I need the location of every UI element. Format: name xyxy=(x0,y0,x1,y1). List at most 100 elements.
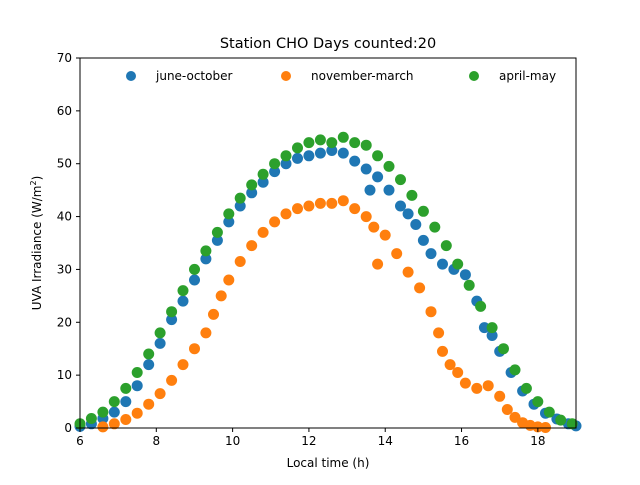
points-layer xyxy=(74,131,582,433)
point-april-may-27 xyxy=(383,160,395,172)
legend-marker-november-march xyxy=(281,71,291,81)
point-april-may-42 xyxy=(555,414,567,426)
point-november-march-38 xyxy=(482,380,494,392)
point-november-march-26 xyxy=(372,258,384,270)
point-november-march-19 xyxy=(303,200,315,212)
point-april-may-35 xyxy=(475,300,487,312)
point-april-may-10 xyxy=(189,263,200,275)
point-november-march-4 xyxy=(143,398,155,410)
point-november-march-13 xyxy=(234,256,246,267)
y-tick-label-7: 70 xyxy=(57,51,72,65)
point-june-october-28 xyxy=(383,184,395,196)
point-november-march-1 xyxy=(108,418,120,430)
point-june-october-27 xyxy=(372,171,384,183)
point-april-may-20 xyxy=(303,137,315,149)
point-november-march-36 xyxy=(459,377,471,389)
point-november-march-35 xyxy=(452,367,464,378)
point-april-may-41 xyxy=(543,406,555,418)
point-november-march-28 xyxy=(391,248,403,260)
chart-title: Station CHO Days counted:20 xyxy=(220,36,436,52)
y-tick-label-0: 0 xyxy=(64,421,72,435)
legend-label-november-march: november-march xyxy=(311,69,414,83)
point-november-march-24 xyxy=(360,211,372,223)
point-november-march-22 xyxy=(337,195,349,207)
y-tick-label-5: 50 xyxy=(57,157,72,171)
point-april-may-14 xyxy=(234,192,246,204)
point-november-march-27 xyxy=(379,229,391,241)
x-tick-label-0: 6 xyxy=(76,434,84,448)
x-tick-label-3: 12 xyxy=(301,434,316,448)
y-axis-label-main: UVA Irradiance (W/m xyxy=(30,186,44,311)
point-november-march-16 xyxy=(269,216,281,228)
point-november-march-15 xyxy=(257,226,269,238)
point-june-october-13 xyxy=(223,216,235,228)
point-april-may-25 xyxy=(360,139,372,151)
point-june-october-22 xyxy=(326,145,338,156)
y-axis: 0 10 20 30 40 50 60 70 xyxy=(57,51,80,435)
point-june-october-7 xyxy=(154,337,166,349)
y-tick-label-2: 20 xyxy=(57,315,72,329)
point-june-october-32 xyxy=(417,234,429,246)
point-april-may-7 xyxy=(154,327,166,339)
point-june-october-8 xyxy=(166,314,178,326)
point-november-march-33 xyxy=(437,345,448,357)
point-april-may-13 xyxy=(223,208,235,220)
point-june-october-9 xyxy=(177,295,189,307)
point-june-october-38 xyxy=(478,322,490,334)
legend: june-october november-march april-may xyxy=(126,69,556,83)
point-november-march-31 xyxy=(425,306,437,318)
point-june-october-20 xyxy=(303,150,315,162)
point-november-march-10 xyxy=(208,308,219,320)
point-april-may-6 xyxy=(143,348,155,360)
point-april-may-22 xyxy=(326,137,338,149)
point-april-may-32 xyxy=(440,240,452,252)
x-axis-label: Local time (h) xyxy=(287,456,370,470)
point-november-march-12 xyxy=(223,274,235,286)
point-june-october-29 xyxy=(395,200,406,212)
point-april-may-2 xyxy=(97,406,109,418)
y-tick-label-1: 10 xyxy=(57,368,72,382)
point-november-march-21 xyxy=(326,197,338,209)
point-april-may-3 xyxy=(108,396,120,408)
point-june-october-12 xyxy=(211,234,223,246)
point-june-october-17 xyxy=(269,166,281,178)
point-november-march-7 xyxy=(177,359,189,371)
point-june-october-14 xyxy=(234,200,246,212)
point-june-october-11 xyxy=(200,253,212,265)
point-april-may-37 xyxy=(498,343,509,355)
point-november-march-37 xyxy=(471,382,483,394)
point-june-october-19 xyxy=(292,152,303,164)
point-april-may-16 xyxy=(257,168,269,180)
x-tick-label-2: 10 xyxy=(225,434,240,448)
point-june-october-25 xyxy=(360,163,372,175)
point-june-october-4 xyxy=(120,396,132,408)
point-april-may-9 xyxy=(177,285,189,297)
point-november-march-20 xyxy=(314,197,326,209)
point-april-may-12 xyxy=(211,226,223,238)
point-april-may-36 xyxy=(486,322,498,334)
point-june-october-31 xyxy=(410,219,422,230)
plot-frame xyxy=(79,57,577,429)
point-april-may-43 xyxy=(566,418,578,430)
point-june-october-33 xyxy=(425,248,437,260)
y-tick-label-4: 40 xyxy=(57,210,72,224)
point-april-may-11 xyxy=(200,245,212,257)
point-november-march-0 xyxy=(97,421,109,433)
point-november-march-17 xyxy=(280,208,292,220)
point-june-october-36 xyxy=(459,269,471,281)
point-november-march-6 xyxy=(166,374,178,386)
x-tick-label-6: 18 xyxy=(530,434,545,448)
point-april-may-19 xyxy=(292,142,303,154)
x-tick-label-1: 8 xyxy=(152,434,160,448)
point-june-october-10 xyxy=(189,274,200,286)
x-tick-label-5: 16 xyxy=(454,434,469,448)
point-april-may-15 xyxy=(246,179,258,191)
legend-marker-april-may xyxy=(469,71,479,81)
point-november-march-32 xyxy=(433,327,445,339)
point-april-may-40 xyxy=(532,396,544,408)
point-june-october-3 xyxy=(108,406,120,418)
point-june-october-16 xyxy=(257,176,269,188)
point-november-march-2 xyxy=(120,414,132,425)
